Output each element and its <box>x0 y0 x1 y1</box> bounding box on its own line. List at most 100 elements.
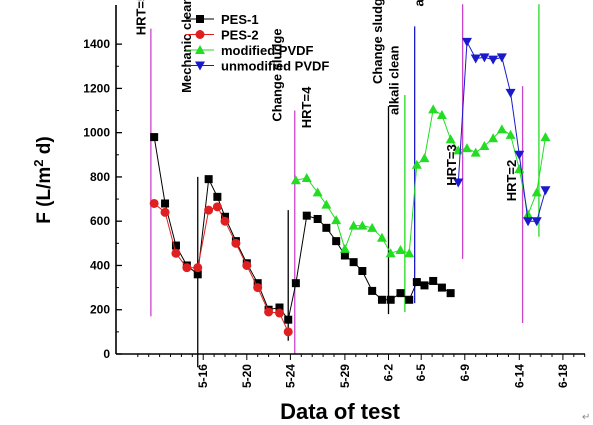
point-pes-1-17 <box>313 214 322 223</box>
legend-label-pes-1: PES-1 <box>221 12 259 27</box>
point-pes-1-22 <box>358 267 367 275</box>
point-unmodified-pvdf-8 <box>514 150 525 160</box>
point-unmodified-pvdf-9 <box>523 217 534 227</box>
point-pes-2-4 <box>182 263 192 273</box>
point-modified-pvdf-15 <box>419 153 430 163</box>
point-modified-pvdf-8 <box>357 220 368 230</box>
point-pes-1-31 <box>437 283 446 292</box>
y-ticks: 0 200 400 600 800 1000 1200 1400 <box>83 37 122 361</box>
series-pes-2 <box>149 198 293 337</box>
point-pes-1-2 <box>161 199 170 208</box>
x-tick-label-5-29: 5-29 <box>338 364 352 388</box>
annotation-8-hrt-3: HRT=3 <box>444 144 459 186</box>
legend-label-modified-pvdf: modified PVDF <box>221 43 314 58</box>
point-unmodified-pvdf-2 <box>461 37 472 47</box>
point-pes-1-27 <box>405 295 414 304</box>
point-modified-pvdf-6 <box>339 243 350 253</box>
point-modified-pvdf-17 <box>436 109 447 119</box>
point-pes-2-13 <box>275 308 284 318</box>
point-unmodified-pvdf-1 <box>453 178 464 188</box>
point-pes-2-5 <box>193 263 203 273</box>
point-pes-1-29 <box>420 281 429 290</box>
event-lines <box>150 4 540 368</box>
point-modified-pvdf-5 <box>331 215 342 225</box>
y-tick-label-0: 0 <box>103 347 110 361</box>
annotation-5-change-sludge: Change sludge <box>370 0 385 84</box>
point-pes-2-1 <box>149 198 159 208</box>
point-modified-pvdf-10 <box>376 232 387 242</box>
point-modified-pvdf-20 <box>461 143 472 153</box>
y-tick-label-1000: 1000 <box>83 126 110 140</box>
point-modified-pvdf-21 <box>470 147 481 157</box>
point-pes-1-19 <box>332 237 341 246</box>
point-modified-pvdf-18 <box>445 134 456 144</box>
point-modified-pvdf-13 <box>404 248 415 258</box>
point-pes-1-6 <box>204 175 213 184</box>
point-unmodified-pvdf-7 <box>505 88 516 98</box>
legend-marker-pes-1 <box>196 15 204 23</box>
legend-marker-unmodified-pvdf <box>195 61 205 71</box>
series-line-pes-1 <box>153 137 451 321</box>
y-tick-label-400: 400 <box>90 258 110 272</box>
point-pes-2-12 <box>264 307 274 317</box>
point-unmodified-pvdf-3 <box>470 54 481 64</box>
point-pes-1-28 <box>412 278 421 287</box>
point-modified-pvdf-23 <box>488 133 499 143</box>
point-pes-2-10 <box>242 260 252 270</box>
x-tick-label-6-18: 6-18 <box>556 364 570 388</box>
point-pes-1-16 <box>302 211 311 220</box>
point-pes-1-30 <box>429 276 438 285</box>
point-pes-1-21 <box>349 258 358 267</box>
point-modified-pvdf-7 <box>348 220 359 230</box>
point-modified-pvdf-11 <box>385 248 396 258</box>
point-pes-1-32 <box>446 289 455 298</box>
point-modified-pvdf-9 <box>367 222 378 232</box>
annotation-3-change-sludge: Change sludge <box>270 28 285 121</box>
point-modified-pvdf-19 <box>453 145 464 155</box>
x-tick-label-6-2: 6-2 <box>382 364 396 382</box>
point-unmodified-pvdf-10 <box>531 217 542 227</box>
point-unmodified-pvdf-6 <box>496 53 507 63</box>
point-modified-pvdf-4 <box>321 199 332 209</box>
point-pes-1-13 <box>275 303 284 312</box>
y-tick-label-200: 200 <box>90 303 110 317</box>
point-unmodified-pvdf-4 <box>479 53 490 63</box>
point-pes-2-9 <box>231 238 241 248</box>
point-modified-pvdf-12 <box>395 244 406 254</box>
y-tick-label-1200: 1200 <box>83 81 110 95</box>
annotations: HRT=5 Mechanic clean Change sludge HRT=4 Cha… <box>133 0 519 201</box>
annotation-1-hrt-5: HRT=5 <box>133 0 148 35</box>
point-modified-pvdf-16 <box>428 104 439 114</box>
annotation-2-mechanic-clean: Mechanic clean <box>179 0 194 93</box>
point-modified-pvdf-2 <box>301 173 312 183</box>
x-ticks: 5-16 5-20 5-24 5-29 6-2 6-5 6-9 6-14 6-18 <box>137 354 586 388</box>
x-tick-label-5-20: 5-20 <box>240 364 254 388</box>
point-pes-1-24 <box>377 295 386 304</box>
point-pes-2-2 <box>160 207 170 217</box>
x-tick-label-6-5: 6-5 <box>414 364 428 382</box>
point-pes-2-3 <box>171 248 181 258</box>
point-unmodified-pvdf-5 <box>488 55 499 65</box>
legend-label-pes-2: PES-2 <box>221 28 259 43</box>
y-tick-label-600: 600 <box>90 214 110 228</box>
data-series <box>149 37 551 337</box>
x-tick-label-5-16: 5-16 <box>196 364 210 388</box>
axes <box>115 5 585 355</box>
point-unmodified-pvdf-11 <box>540 186 551 196</box>
point-pes-1-5 <box>193 270 202 279</box>
y-tick-label-1400: 1400 <box>83 37 110 51</box>
point-modified-pvdf-29 <box>540 132 551 142</box>
point-modified-pvdf-14 <box>411 159 422 169</box>
point-modified-pvdf-1 <box>290 175 301 185</box>
point-modified-pvdf-27 <box>523 209 534 219</box>
point-pes-2-11 <box>253 283 263 293</box>
legend-marker-pes-2 <box>195 30 205 39</box>
page-mark: ↵ <box>582 412 590 423</box>
point-pes-2-7 <box>212 202 222 212</box>
legend-marker-modified-pvdf <box>195 45 205 54</box>
point-pes-2-14 <box>283 327 293 337</box>
point-pes-1-20 <box>340 251 349 260</box>
point-pes-1-14 <box>284 315 293 324</box>
point-modified-pvdf-24 <box>496 124 507 134</box>
